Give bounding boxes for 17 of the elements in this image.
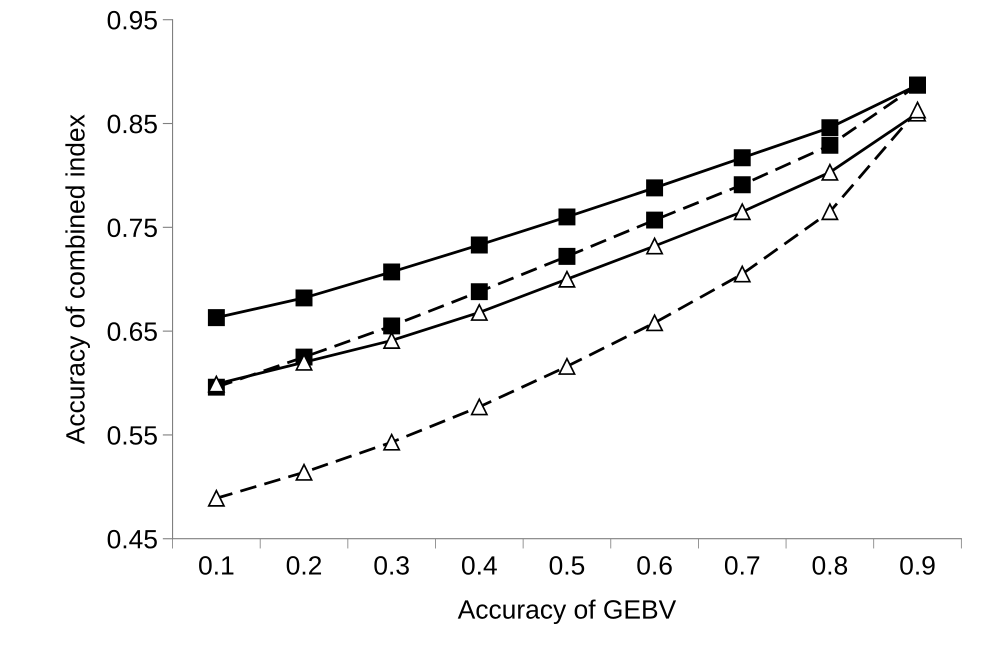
x-tick-label: 0.7 (724, 556, 760, 575)
x-tick-label: 0.8 (812, 556, 848, 575)
y-tick-label: 0.75 (108, 218, 157, 238)
y-tick-label: 0.85 (108, 114, 157, 134)
x-tick-label: 0.6 (637, 556, 672, 575)
x-tick-label: 0.2 (286, 556, 322, 575)
x-tick-label: 0.9 (900, 556, 935, 575)
y-tick-label: 0.45 (108, 530, 157, 549)
x-tick-label: 0.3 (374, 556, 409, 575)
y-axis-title: Accuracy of combined index (65, 114, 90, 444)
x-tick-label: 0.1 (199, 556, 234, 575)
x-tick-label: 0.5 (550, 556, 584, 575)
x-tick-label: 0.4 (462, 556, 497, 575)
y-tick-label: 0.95 (108, 10, 157, 30)
y-tick-label: 0.65 (108, 322, 157, 341)
x-axis-title: Accuracy of GEBV (458, 599, 676, 624)
y-tick-label: 0.55 (108, 426, 157, 445)
